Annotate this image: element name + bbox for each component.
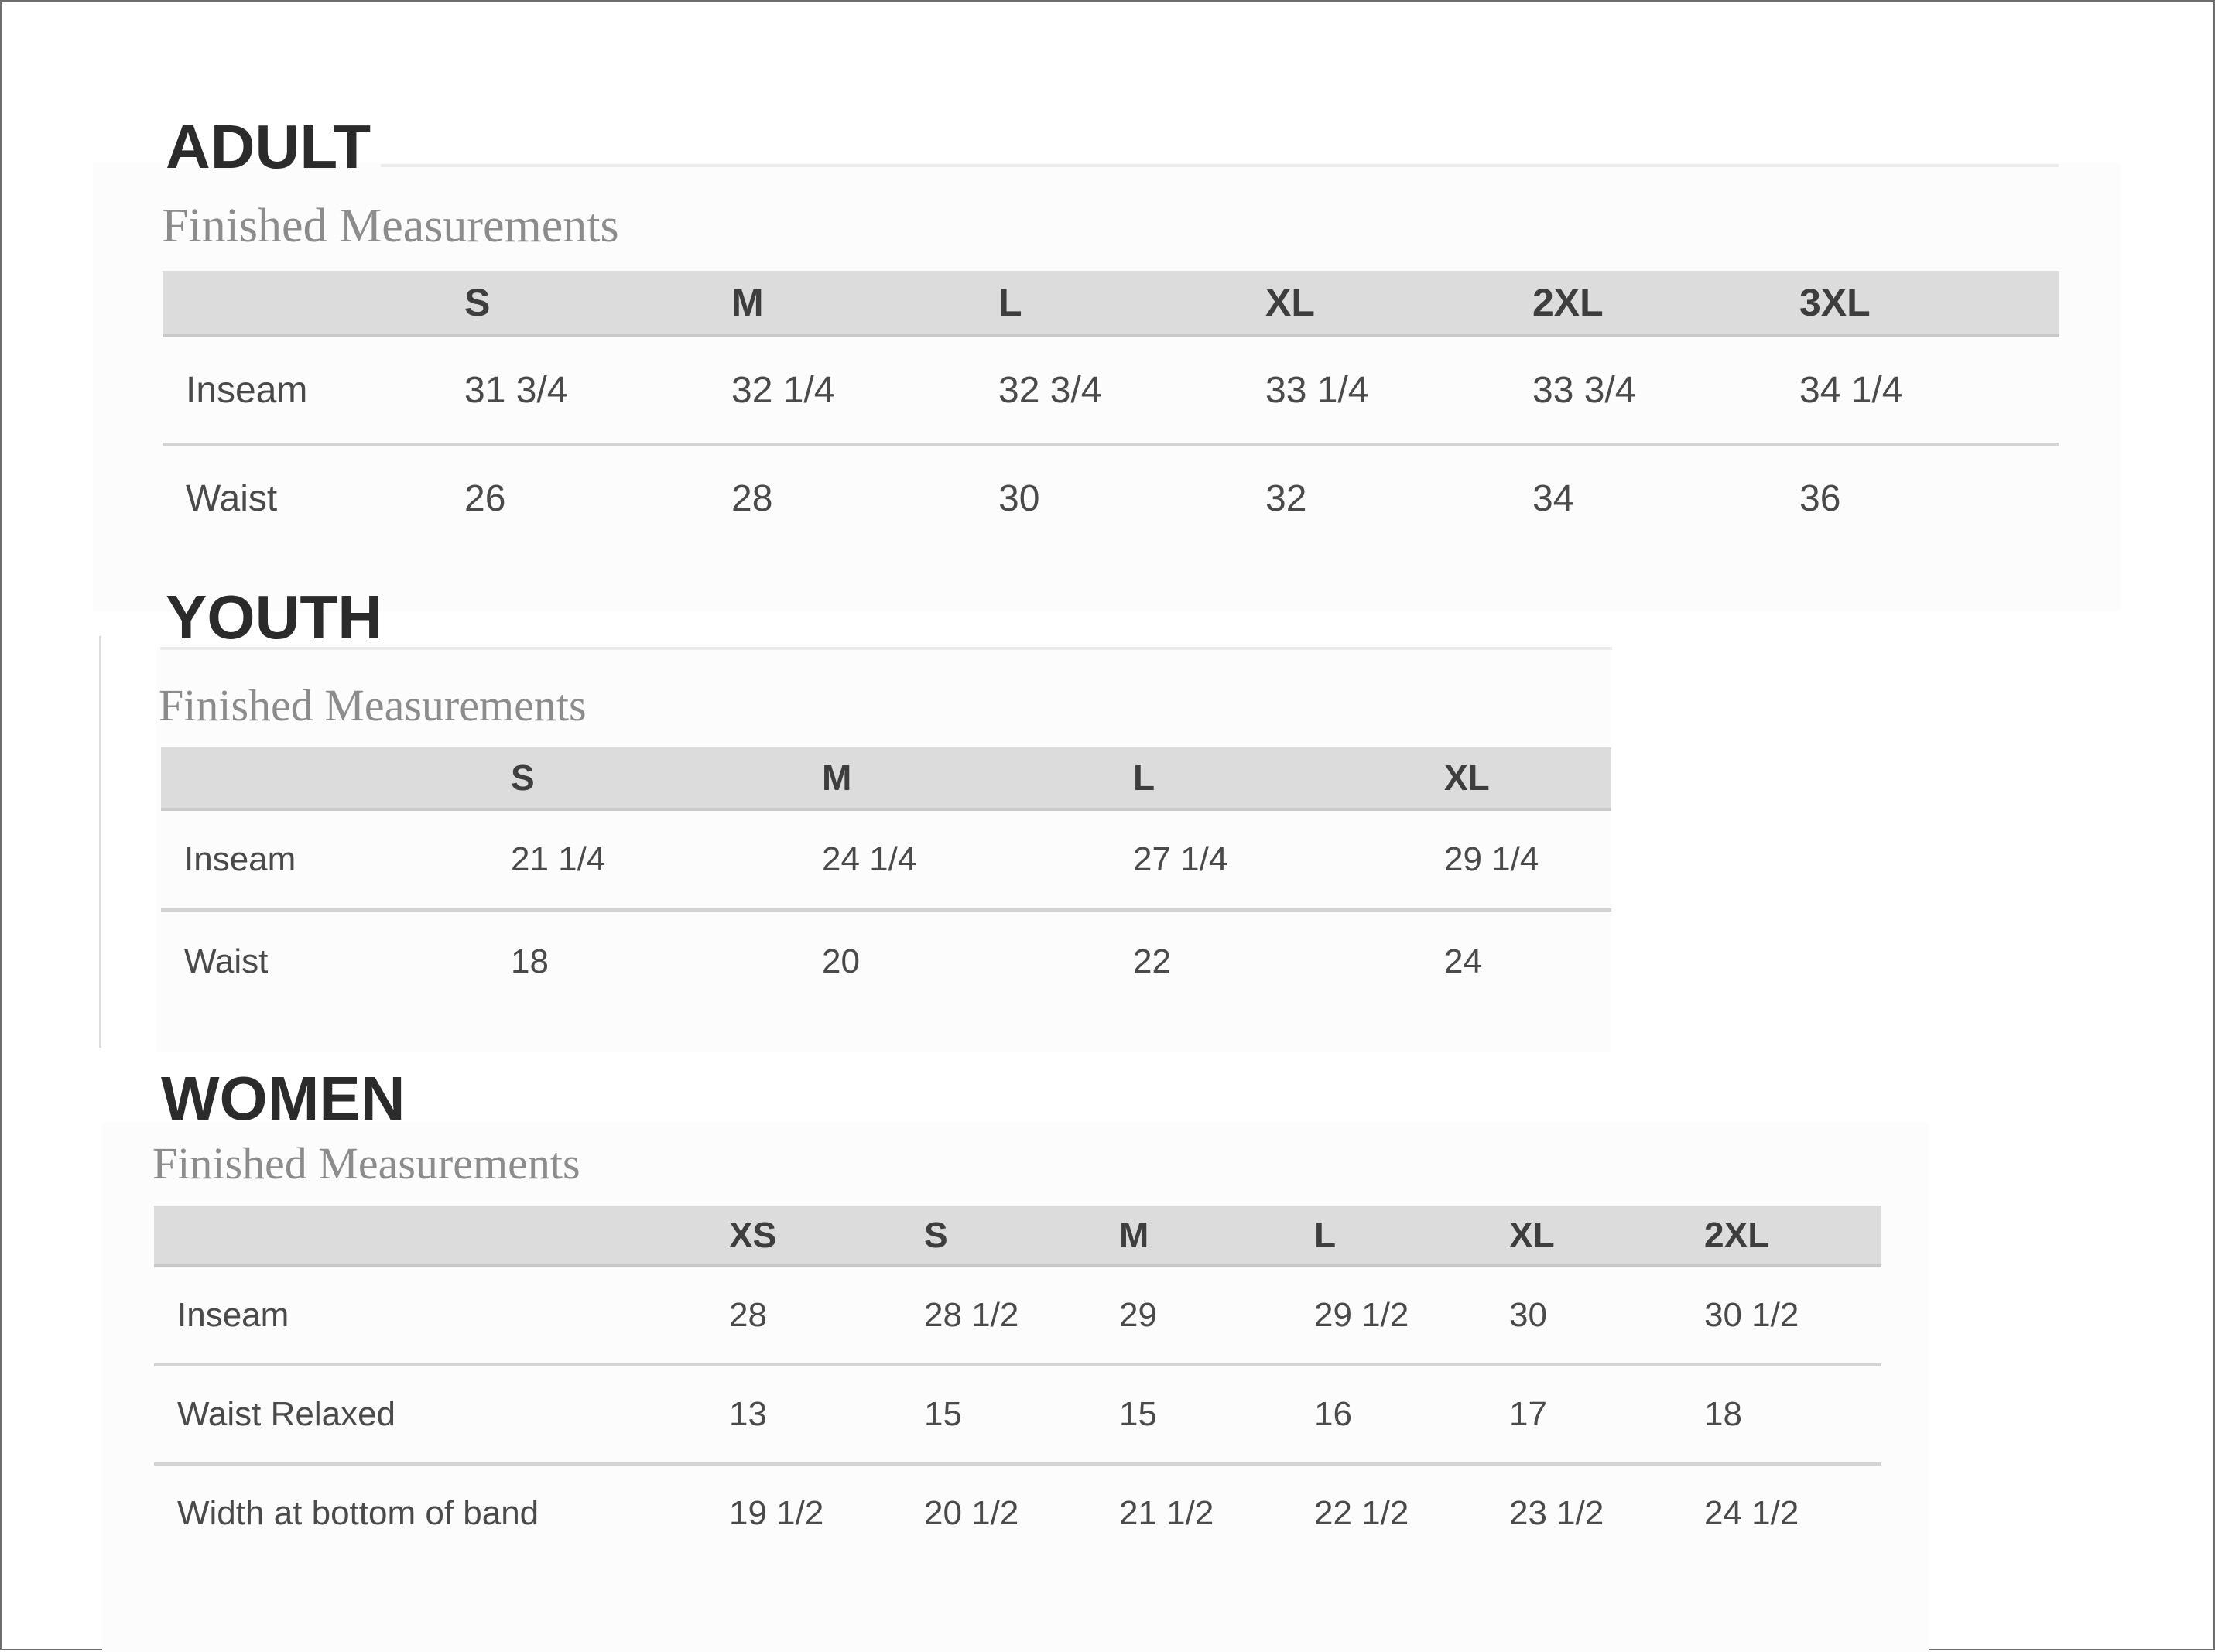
table-cell: 28	[731, 477, 773, 519]
table-cell: 30	[998, 477, 1040, 519]
women-section-title: WOMEN	[161, 1064, 406, 1133]
table-cell: 32	[1265, 477, 1307, 519]
table-row: Inseam 28 28 1/2 29 29 1/2 30 30 1/2	[154, 1266, 1881, 1366]
header-cell: L	[1116, 747, 1427, 811]
row-label: Waist	[184, 942, 269, 980]
adult-subtitle: Finished Measurements	[162, 200, 619, 252]
table-cell: 15	[1102, 1365, 1297, 1466]
header-cell: L	[1297, 1206, 1492, 1267]
table-row: Waist 18 20 22 24	[161, 910, 1611, 1012]
table-cell: 29 1/4	[1427, 809, 1611, 912]
header-cell: XL	[1427, 747, 1611, 811]
table-cell: 20	[822, 942, 860, 980]
table-cell: 22 1/2	[1314, 1494, 1409, 1532]
table-row: Width at bottom of band 19 1/2 20 1/2 21…	[154, 1464, 1881, 1561]
table-cell: 16	[1297, 1365, 1492, 1466]
table-cell: 13	[712, 1365, 907, 1466]
table-cell: 33 1/4	[1248, 336, 1515, 446]
table-cell: 15	[907, 1365, 1102, 1466]
table-cell: 20 1/2	[924, 1494, 1019, 1532]
header-cell: M	[805, 747, 1116, 811]
table-cell: 28 1/2	[907, 1266, 1102, 1366]
header-cell: L	[981, 271, 1248, 337]
table-cell: 27 1/4	[1116, 809, 1427, 912]
header-cell: 3XL	[1782, 271, 2059, 337]
table-header-row: S M L XL	[161, 747, 1611, 811]
table-cell: 31 3/4	[447, 336, 714, 446]
table-cell: 30 1/2	[1687, 1266, 1881, 1366]
table-row: Waist 26 28 30 32 34 36	[163, 444, 2059, 551]
table-cell: 29	[1102, 1266, 1297, 1366]
header-cell	[154, 1206, 712, 1267]
row-label: Inseam	[163, 336, 447, 446]
table-cell: 29 1/2	[1297, 1266, 1492, 1366]
table-cell: 18	[1687, 1365, 1881, 1466]
table-cell: 36	[1799, 477, 1841, 519]
table-cell: 21 1/4	[494, 809, 805, 912]
adult-section-title: ADULT	[166, 112, 371, 181]
header-cell: XS	[712, 1206, 907, 1267]
header-cell: XL	[1492, 1206, 1687, 1267]
table-header-row: S M L XL 2XL 3XL	[163, 271, 2059, 337]
table-cell: 30	[1492, 1266, 1687, 1366]
header-cell: 2XL	[1687, 1206, 1881, 1267]
table-cell: 21 1/2	[1119, 1494, 1214, 1532]
table-header-row: XS S M L XL 2XL	[154, 1206, 1881, 1267]
header-cell	[161, 747, 494, 811]
header-cell: 2XL	[1515, 271, 1782, 337]
women-subtitle: Finished Measurements	[152, 1138, 580, 1189]
table-row: Inseam 21 1/4 24 1/4 27 1/4 29 1/4	[161, 809, 1611, 912]
adult-title-rule	[381, 164, 2059, 167]
youth-subtitle: Finished Measurements	[159, 680, 587, 730]
table-row: Inseam 31 3/4 32 1/4 32 3/4 33 1/4 33 3/…	[163, 336, 2059, 446]
table-cell: 19 1/2	[729, 1494, 824, 1532]
row-label: Inseam	[154, 1266, 712, 1366]
row-label: Waist Relaxed	[154, 1365, 712, 1466]
header-cell: M	[1102, 1206, 1297, 1267]
table-cell: 22	[1133, 942, 1171, 980]
table-cell: 26	[464, 477, 506, 519]
table-cell: 23 1/2	[1509, 1494, 1604, 1532]
header-cell: S	[494, 747, 805, 811]
row-label: Width at bottom of band	[177, 1494, 539, 1532]
table-cell: 28	[712, 1266, 907, 1366]
table-cell: 18	[511, 942, 549, 980]
adult-size-table: S M L XL 2XL 3XL Inseam 31 3/4 32 1/4 32…	[163, 271, 2059, 551]
row-label: Inseam	[161, 809, 494, 912]
row-label: Waist	[186, 477, 278, 519]
table-cell: 24	[1444, 942, 1482, 980]
youth-section-title: YOUTH	[166, 583, 382, 652]
header-cell: S	[907, 1206, 1102, 1267]
header-cell: XL	[1248, 271, 1515, 337]
table-cell: 34 1/4	[1782, 336, 2059, 446]
table-cell: 24 1/4	[805, 809, 1116, 912]
header-cell	[163, 271, 447, 337]
table-cell: 17	[1492, 1365, 1687, 1466]
table-cell: 32 1/4	[714, 336, 981, 446]
youth-size-table: S M L XL Inseam 21 1/4 24 1/4 27 1/4 29 …	[161, 747, 1611, 1012]
header-cell: M	[714, 271, 981, 337]
youth-title-rule	[160, 647, 1612, 650]
table-cell: 34	[1532, 477, 1574, 519]
divider-line	[99, 636, 101, 1048]
header-cell: S	[447, 271, 714, 337]
table-cell: 24 1/2	[1704, 1494, 1799, 1532]
table-row: Waist Relaxed 13 15 15 16 17 18	[154, 1365, 1881, 1466]
women-size-table: XS S M L XL 2XL Inseam 28 28 1/2 29 29 1…	[154, 1206, 1881, 1561]
table-cell: 32 3/4	[981, 336, 1248, 446]
table-cell: 33 3/4	[1515, 336, 1782, 446]
